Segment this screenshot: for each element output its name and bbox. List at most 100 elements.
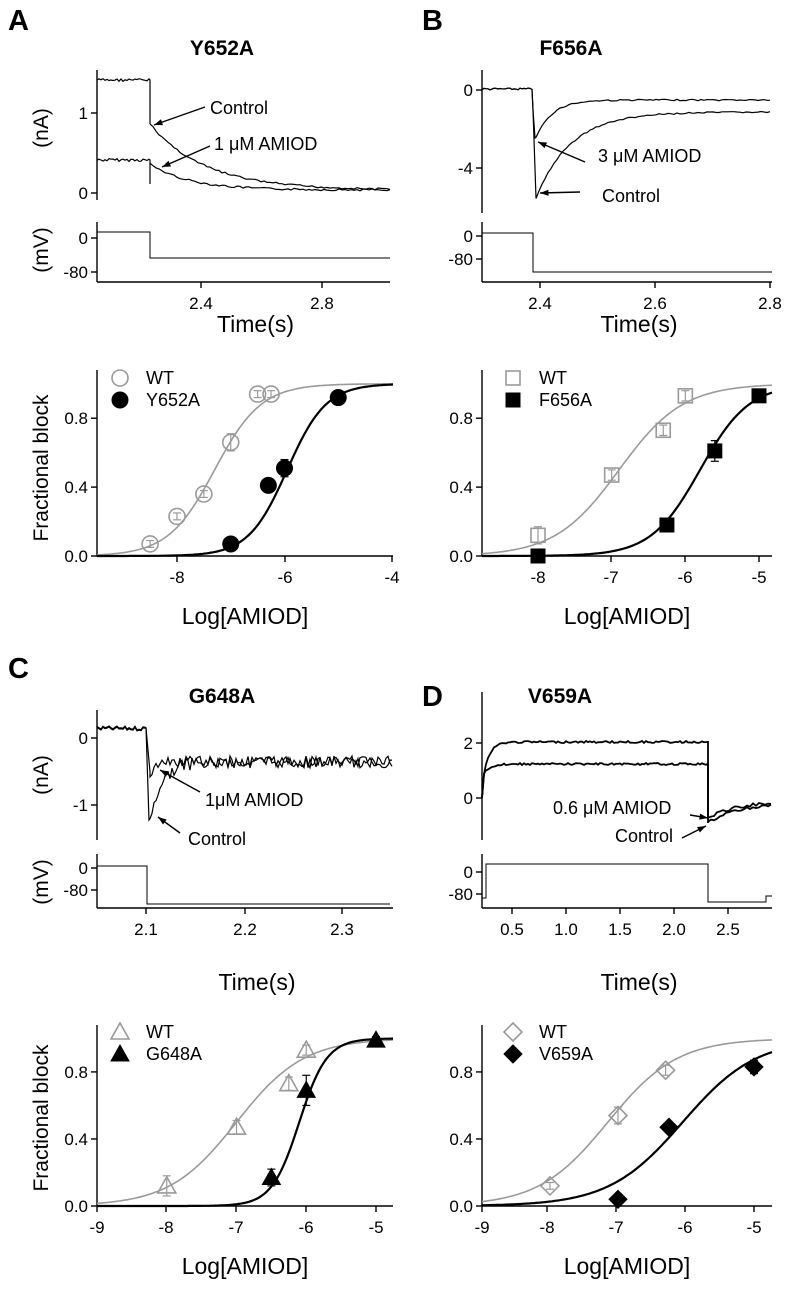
- data-point-F656A: [659, 517, 675, 533]
- dose-x-tick-label-C: -5: [368, 1218, 383, 1237]
- current-y-tick-label-B: -4: [458, 159, 473, 178]
- data-point-WT: [539, 1175, 561, 1197]
- time-x-tick-label-D: 1.5: [608, 920, 632, 939]
- dose-x-tick-label-D: -6: [677, 1218, 692, 1237]
- dose-y-label-C: Fractional block: [30, 1044, 53, 1192]
- dose-y-tick-label-C: 0.4: [64, 1130, 88, 1149]
- annotation-arrow-amiod-A-head: [162, 160, 171, 167]
- fit-curve-WT: [481, 1039, 773, 1203]
- voltage-y-tick-label-D: 0: [464, 863, 473, 882]
- current-y-tick-label-C: 0: [79, 729, 88, 748]
- dose-y-tick-label-D: 0.0: [449, 1197, 473, 1216]
- dose-x-tick-label-D: -8: [539, 1218, 554, 1237]
- time-x-label-A: Time(s): [217, 311, 294, 337]
- panel-title-A: Y652A: [190, 37, 254, 60]
- dose-x-tick-label-A: -6: [277, 568, 292, 587]
- time-x-tick-label-B: 2.4: [528, 294, 552, 313]
- time-x-label-B: Time(s): [600, 311, 677, 337]
- annotation-arrow-control-B-head: [540, 189, 549, 196]
- legend-marker-Y652A: [111, 391, 129, 409]
- panel-label-A: A: [8, 5, 29, 37]
- dose-y-tick-label-B: 0.8: [449, 409, 473, 428]
- dose-x-tick-label-D: -7: [608, 1218, 623, 1237]
- annotation-control-C: Control: [188, 829, 246, 849]
- data-point-WT: [262, 385, 280, 403]
- fit-curve-G648A: [97, 1037, 393, 1208]
- annotation-control-D: Control: [615, 826, 673, 846]
- annotation-arrow-amiod-B: [537, 141, 586, 163]
- data-point-WT: [530, 527, 546, 544]
- voltage-protocol-B: [482, 232, 772, 273]
- fit-curve-Y652A: [97, 383, 394, 558]
- annotation-arrow-control-D-head: [697, 826, 706, 833]
- dose-y-tick-label-B: 0.0: [449, 547, 473, 566]
- time-x-tick-label-C: 2.2: [233, 920, 257, 939]
- data-point-WT: [278, 1073, 300, 1092]
- voltage-y-label-C: (mV): [30, 859, 53, 905]
- voltage-protocol-C: [97, 865, 390, 905]
- dose-y-tick-label-B: 0.4: [449, 478, 473, 497]
- data-point-WT: [195, 485, 213, 503]
- time-x-tick-label-A: 2.8: [310, 294, 334, 313]
- dose-y-tick-label-D: 0.4: [449, 1130, 473, 1149]
- legend-label-WT: WT: [146, 1022, 174, 1042]
- voltage-y-tick-label-B: 0: [464, 227, 473, 246]
- annotation-arrow-amiod-B-head: [538, 142, 547, 149]
- annotation-arrow-control-A-head: [154, 119, 163, 126]
- trace-amiod-D: [481, 761, 772, 819]
- voltage-y-label-A: (mV): [30, 227, 53, 273]
- current-y-tick-label-A: 0: [79, 184, 88, 203]
- fit-curve-WT: [481, 384, 773, 555]
- dose-x-tick-label-A: -4: [384, 568, 399, 587]
- data-point-WT: [677, 388, 694, 404]
- time-x-tick-label-C: 2.3: [330, 920, 354, 939]
- legend-label-WT: WT: [539, 1022, 567, 1042]
- annotation-arrow-amiod-D-head: [699, 813, 708, 820]
- legend-label-V659A: V659A: [539, 1044, 593, 1064]
- legend-marker-WT: [502, 1021, 524, 1043]
- dose-x-label-A: Log[AMIOD]: [182, 603, 309, 629]
- data-point-F656A: [530, 548, 546, 564]
- time-x-label-D: Time(s): [600, 969, 677, 995]
- legend-marker-G648A: [110, 1043, 130, 1062]
- panel-label-C: C: [8, 653, 29, 685]
- dose-x-tick-label-C: -7: [228, 1218, 243, 1237]
- current-y-tick-label-D: 2: [464, 734, 473, 753]
- data-point-WT: [248, 385, 267, 403]
- dose-x-tick-label-A: -8: [169, 568, 184, 587]
- legend-marker-V659A: [503, 1044, 523, 1064]
- legend-label-F656A: F656A: [539, 390, 592, 410]
- dose-y-tick-label-D: 0.8: [449, 1063, 473, 1082]
- time-x-tick-label-D: 2.5: [716, 920, 740, 939]
- trace-control-A: [96, 77, 391, 191]
- data-point-Y652A: [329, 389, 347, 407]
- dose-x-tick-label-D: -9: [474, 1218, 489, 1237]
- time-x-label-C: Time(s): [218, 969, 295, 995]
- data-point-WT: [295, 1039, 317, 1058]
- data-point-WT: [226, 1116, 247, 1136]
- dose-y-tick-label-A: 0.8: [64, 409, 88, 428]
- fit-curve-F656A: [482, 391, 773, 558]
- voltage-y-tick-label-C: 0: [79, 859, 88, 878]
- voltage-y-tick-label-A: -80: [63, 263, 88, 282]
- trace-control-B: [481, 87, 771, 199]
- voltage-y-tick-label-C: -80: [63, 881, 88, 900]
- current-y-tick-label-B: 0: [464, 81, 473, 100]
- data-point-V659A: [608, 1189, 628, 1210]
- trace-amiod-A: [96, 157, 391, 192]
- data-point-WT: [607, 1105, 629, 1126]
- voltage-y-tick-label-B: -80: [448, 250, 473, 269]
- dose-x-tick-label-C: -9: [89, 1218, 104, 1237]
- data-point-Y652A: [259, 476, 277, 494]
- dose-x-tick-label-C: -6: [298, 1218, 313, 1237]
- annotation-arrow-control-A: [153, 106, 206, 126]
- legend-label-G648A: G648A: [146, 1044, 202, 1064]
- data-point-WT: [156, 1175, 178, 1194]
- panel-label-D: D: [422, 681, 443, 713]
- panel-label-B: B: [422, 5, 443, 37]
- panel-title-D: V659A: [528, 685, 592, 708]
- fit-curve-V659A: [481, 1051, 773, 1207]
- dose-y-tick-label-A: 0.0: [64, 547, 88, 566]
- dose-y-label-A: Fractional block: [30, 394, 53, 542]
